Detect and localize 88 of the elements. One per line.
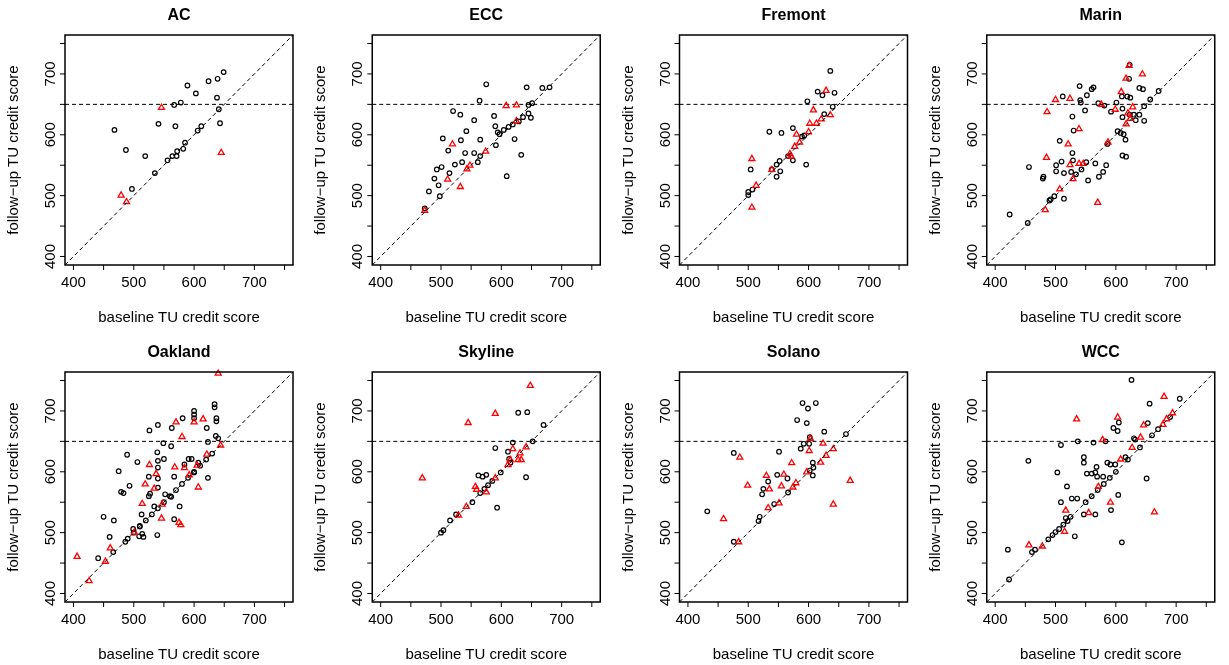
x-tick-label: 700 [1163,610,1189,627]
y-tick-label: 400 [655,243,673,269]
chart-title: Marin [1079,6,1123,23]
x-tick-label: 600 [796,273,822,290]
x-tick-label: 400 [368,610,394,627]
y-tick-label: 500 [655,183,673,209]
y-axis-title: follow−up TU credit score [925,65,943,235]
chart-title: Fremont [761,6,827,23]
x-tick-label: 400 [982,610,1008,627]
y-tick-label: 700 [655,61,673,87]
x-tick-label: 700 [241,273,267,290]
x-tick-label: 500 [428,273,454,290]
x-tick-label: 500 [121,273,147,290]
y-tick-label: 500 [655,520,673,546]
y-tick-label: 500 [962,183,980,209]
y-axis-title: follow−up TU credit score [4,65,21,235]
y-tick-label: 600 [962,459,980,485]
x-tick-label: 500 [428,610,454,627]
x-tick-label: 400 [675,273,701,290]
y-tick-label: 700 [962,61,980,87]
x-tick-label: 700 [549,610,575,627]
x-tick-label: 600 [488,273,514,290]
x-tick-label: 700 [856,273,882,290]
y-axis-title: follow−up TU credit score [618,65,636,235]
x-tick-label: 600 [1103,610,1129,627]
x-tick-label: 600 [181,610,207,627]
y-tick-label: 500 [348,520,366,546]
y-tick-label: 400 [41,243,58,269]
x-tick-label: 400 [60,610,86,627]
x-tick-label: 700 [856,610,882,627]
chart-title: WCC [1081,343,1121,360]
x-tick-label: 400 [675,610,701,627]
x-axis-title: baseline TU credit score [405,645,567,662]
y-axis-title: follow−up TU credit score [311,65,329,235]
chart-title: Skyline [458,343,515,360]
y-tick-label: 500 [348,183,366,209]
y-axis-title: follow−up TU credit score [311,402,329,572]
y-tick-label: 400 [962,243,980,269]
y-tick-label: 400 [962,580,980,606]
x-axis-title: baseline TU credit score [712,645,875,662]
y-tick-label: 700 [41,61,58,87]
y-tick-label: 600 [348,459,366,485]
x-axis-title: baseline TU credit score [98,645,260,662]
x-axis-title: baseline TU credit score [405,308,567,325]
x-axis-title: baseline TU credit score [712,308,875,325]
y-tick-label: 600 [348,122,366,148]
y-tick-label: 600 [655,122,673,148]
x-tick-label: 400 [982,273,1008,290]
y-tick-label: 700 [655,398,673,424]
y-tick-label: 600 [655,459,673,485]
x-tick-label: 500 [121,610,147,627]
y-tick-label: 700 [348,61,366,87]
x-tick-label: 500 [735,273,761,290]
x-axis-title: baseline TU credit score [1020,308,1182,325]
y-axis-title: follow−up TU credit score [925,402,943,572]
y-tick-label: 500 [41,520,58,546]
y-tick-label: 400 [655,580,673,606]
x-tick-label: 600 [181,273,207,290]
x-tick-label: 700 [1163,273,1189,290]
x-axis-title: baseline TU credit score [98,308,260,325]
y-axis-title: follow−up TU credit score [618,402,636,572]
x-tick-label: 700 [549,273,575,290]
chart-title: AC [167,6,191,23]
y-tick-label: 700 [348,398,366,424]
x-tick-label: 500 [735,610,761,627]
x-tick-label: 700 [241,610,267,627]
x-tick-label: 400 [368,273,394,290]
y-tick-label: 600 [962,122,980,148]
y-tick-label: 700 [41,398,58,424]
chart-title: ECC [469,6,504,23]
x-tick-label: 500 [1043,273,1069,290]
x-axis-title: baseline TU credit score [1020,645,1182,662]
x-tick-label: 600 [796,610,822,627]
chart-title: Solano [766,343,821,360]
x-tick-label: 400 [60,273,86,290]
y-tick-label: 600 [41,122,58,148]
x-tick-label: 500 [1043,610,1069,627]
y-tick-label: 500 [41,183,58,209]
x-tick-label: 600 [1103,273,1129,290]
y-tick-label: 400 [41,580,58,606]
y-tick-label: 400 [348,243,366,269]
chart-title: Oakland [147,343,211,360]
y-tick-label: 700 [962,398,980,424]
y-tick-label: 600 [41,459,58,485]
x-tick-label: 600 [488,610,514,627]
y-tick-label: 400 [348,580,366,606]
y-tick-label: 500 [962,520,980,546]
y-axis-title: follow−up TU credit score [4,402,21,572]
